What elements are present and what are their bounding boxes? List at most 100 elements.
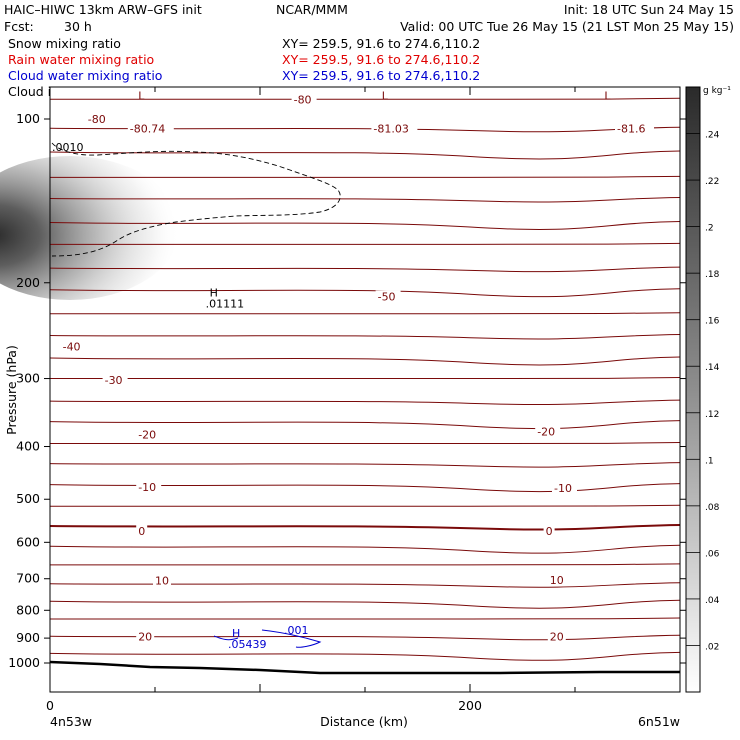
y-tick-label: 300	[16, 371, 40, 386]
isotherm-line	[49, 524, 681, 531]
terrain-line	[49, 660, 680, 675]
y-tick-label: 500	[16, 491, 40, 506]
isotherm-line	[49, 356, 681, 366]
cloud-water-high-label: H	[232, 627, 240, 640]
contour-label-bg	[552, 482, 577, 495]
extremum-marker: L	[382, 89, 389, 102]
cloud-water-contour	[213, 629, 322, 648]
init-time: Init: 18 UTC Sun 24 May 15	[564, 2, 734, 17]
x-tick-label: 0	[46, 698, 54, 713]
legend-xy: XY= 259.5, 91.6 to 274.6,110.2	[282, 36, 480, 51]
colorbar-tick-label: .06	[705, 549, 720, 559]
colorbar-tick-label: .16	[705, 317, 720, 327]
contour-label-bg	[136, 481, 162, 494]
colorbar-tick-label: .12	[705, 410, 719, 420]
temperature-contours	[49, 97, 681, 661]
isotherm-line	[49, 333, 681, 340]
organization-label: NCAR/MMM	[276, 2, 348, 17]
y-tick-label: 400	[16, 439, 40, 454]
isotherm-line	[49, 196, 681, 203]
contour-label-bg	[547, 574, 566, 587]
x-axis: 0 200	[46, 87, 681, 713]
contour-label-bg	[136, 428, 162, 441]
contour-label-bg	[60, 340, 86, 353]
isotherm-line	[49, 150, 681, 160]
contour-label: -10	[554, 482, 572, 495]
cloud-water-contour-label: .001	[284, 624, 309, 637]
contour-label: 20	[138, 630, 152, 643]
isotherm-line	[49, 634, 681, 641]
isotherm-line	[49, 97, 681, 100]
contour-label-bg	[535, 425, 561, 438]
colorbar-tick-label: .14	[705, 363, 720, 373]
y-axis-title: Pressure (hPa)	[4, 345, 19, 435]
contour-label: 0	[138, 525, 145, 538]
isotherm-line	[49, 399, 681, 406]
contour-label-bg	[136, 525, 148, 538]
isotherm-line	[49, 544, 681, 554]
contour-label-bg	[153, 574, 171, 587]
colorbar-tick-label: .02	[705, 642, 719, 652]
contour-label: 10	[550, 574, 564, 587]
isotherm-line	[49, 420, 681, 430]
y-tick-label: 200	[16, 275, 40, 290]
isotherm-line	[50, 377, 681, 380]
y-tick-label: 900	[16, 630, 40, 645]
x-tick-label: 200	[458, 698, 482, 713]
isotherm-line	[49, 221, 681, 230]
model-title: HAIC–HIWC 13km ARW–GFS init	[4, 2, 202, 17]
extremum-marker: H	[210, 287, 218, 300]
contour-label: 0	[546, 525, 553, 538]
contour-label: -40	[63, 341, 81, 354]
legend-label: Snow mixing ratio	[8, 36, 121, 51]
contour-label: -80.74	[130, 122, 165, 135]
contour-label-bg	[136, 630, 155, 643]
colorbar-tick-label: .08	[705, 503, 720, 513]
contour-label: -81.6	[617, 122, 645, 135]
isotherm-line	[50, 242, 681, 245]
forecast-label: Fcst:	[4, 19, 34, 34]
isotherm-line	[49, 266, 681, 273]
contour-label-bg	[127, 122, 174, 135]
isotherm-line	[50, 312, 681, 315]
contour-label-bg	[375, 290, 401, 303]
y-tick-label: 700	[16, 571, 40, 586]
contour-label: 20	[550, 630, 564, 643]
colorbar-tick-label: .24	[705, 131, 720, 141]
colorbar-tick-label: .04	[705, 596, 720, 606]
cloud-ice-contour	[51, 142, 341, 257]
isotherm-line	[49, 483, 681, 493]
colorbar-ticks: .24 .22 .2 .18 .16 .14 .12 .1 .08 .06 .04 .02	[686, 131, 720, 652]
contour-label: -30	[105, 374, 123, 387]
contour-label: -80	[294, 93, 312, 106]
y-tick-label: 1000	[8, 655, 40, 670]
contour-label-bg	[291, 93, 317, 106]
isotherm-line	[49, 504, 681, 507]
snow-shading	[0, 156, 180, 300]
contour-label: 10	[155, 574, 169, 587]
isotherm-line	[49, 462, 681, 468]
y-tick-label: 100	[16, 111, 40, 126]
isotherm-line	[50, 617, 681, 620]
colorbar	[685, 86, 701, 693]
contour-label: -50	[378, 291, 396, 304]
isotherm-line	[49, 651, 681, 661]
colorbar-tick-label: .18	[705, 270, 720, 280]
isotherm-line	[50, 175, 681, 178]
colorbar-tick-label: .1	[705, 456, 714, 466]
contour-label: -80	[88, 113, 106, 126]
contour-label-bg	[543, 525, 555, 538]
isotherm-line	[50, 563, 681, 566]
contour-label-bg	[615, 122, 654, 135]
contour-label: -10	[138, 481, 156, 494]
colorbar-tick-label: .2	[705, 224, 714, 234]
isotherm-line	[49, 599, 681, 609]
isotherm-line	[49, 442, 681, 445]
colorbar-unit: g kg⁻¹	[703, 86, 731, 96]
y-tick-label: 800	[16, 602, 40, 617]
isotherm-line	[49, 288, 681, 298]
extremum-value: .01111	[206, 298, 245, 311]
contour-label-bg	[85, 113, 111, 125]
